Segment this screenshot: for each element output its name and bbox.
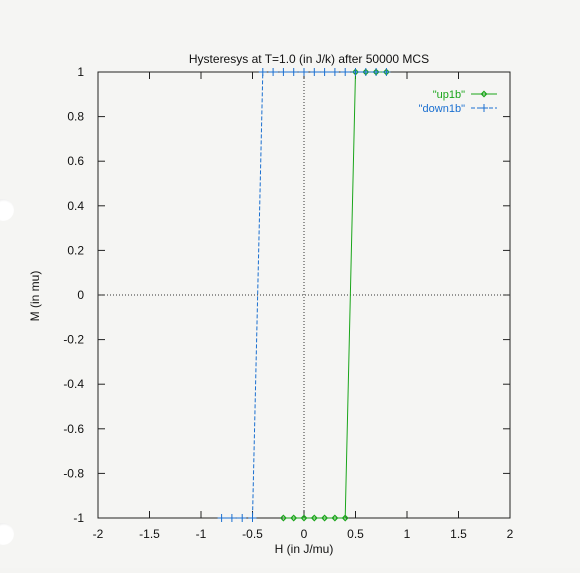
data-point-up1b <box>331 514 339 522</box>
y-axis-ticks: -1 -0.8 -0.6 -0.4 -0.2 0 0.2 0.4 0.6 0.8 1 <box>63 65 510 525</box>
data-point-down1b <box>361 68 370 76</box>
x-tick-label: 1 <box>404 527 411 541</box>
y-tick-label: -1 <box>73 511 84 525</box>
binder-hole <box>0 199 14 221</box>
legend-marker <box>480 104 488 112</box>
data-point-up1b <box>300 514 308 522</box>
data-point-down1b <box>300 68 308 76</box>
data-point-down1b <box>217 514 226 522</box>
y-tick-label: 0 <box>77 288 84 302</box>
series-line-up1b <box>283 71 387 519</box>
y-axis-label: M (in mu) <box>28 271 42 322</box>
y-tick-label: -0.8 <box>63 466 84 480</box>
y-tick-label: 0.4 <box>67 199 84 213</box>
y-tick-label: -0.6 <box>63 422 84 436</box>
data-point-down1b <box>227 514 236 522</box>
data-point-down1b <box>382 68 391 76</box>
x-tick-label: -1 <box>196 527 207 541</box>
y-tick-label: 0.8 <box>67 110 84 124</box>
data-point-down1b <box>238 514 247 522</box>
legend-marker <box>480 90 488 98</box>
y-tick-label: 1 <box>77 65 84 79</box>
x-tick-label: 1.5 <box>450 527 467 541</box>
data-point-down1b <box>310 68 319 76</box>
data-point-up1b <box>321 514 329 522</box>
data-point-down1b <box>320 68 329 76</box>
data-point-up1b <box>290 514 298 522</box>
chart-title: Hysteresys at T=1.0 (in J/k) after 50000… <box>189 52 429 66</box>
data-point-up1b <box>341 514 349 522</box>
data-point-down1b <box>279 68 288 76</box>
legend-sample-down1b <box>471 104 497 112</box>
y-tick-label: 0.6 <box>67 154 84 168</box>
legend-label-down1b: "down1b" <box>419 103 465 115</box>
x-tick-label: 0 <box>301 527 308 541</box>
x-tick-label: -2 <box>93 527 104 541</box>
data-point-down1b <box>351 68 360 76</box>
x-axis-ticks: -2 -1.5 -1 -0.5 0 0.5 1 1.5 2 <box>93 72 514 541</box>
x-axis-label: H (in J/mu) <box>275 542 334 556</box>
x-tick-label: 2 <box>507 527 514 541</box>
y-tick-label: -0.2 <box>63 333 84 347</box>
binder-hole <box>0 523 14 545</box>
x-tick-label: -1.5 <box>139 527 160 541</box>
data-point-down1b <box>341 68 350 76</box>
data-point-down1b <box>269 68 278 76</box>
data-point-up1b <box>279 514 287 522</box>
data-point-down1b <box>248 514 257 522</box>
data-point-up1b <box>310 514 318 522</box>
x-tick-label: -0.5 <box>242 527 263 541</box>
data-point-down1b <box>372 68 381 76</box>
y-tick-label: 0.2 <box>67 243 84 257</box>
x-tick-label: 0.5 <box>347 527 364 541</box>
series-layer <box>217 68 391 522</box>
legend: "up1b" "down1b" <box>419 89 497 115</box>
zero-axis-lines <box>98 72 510 518</box>
y-tick-label: -0.4 <box>63 377 84 391</box>
data-point-down1b <box>330 68 339 76</box>
data-point-down1b <box>258 68 267 76</box>
data-point-down1b <box>289 68 298 76</box>
legend-sample-up1b <box>471 90 497 98</box>
legend-label-up1b: "up1b" <box>433 89 465 101</box>
